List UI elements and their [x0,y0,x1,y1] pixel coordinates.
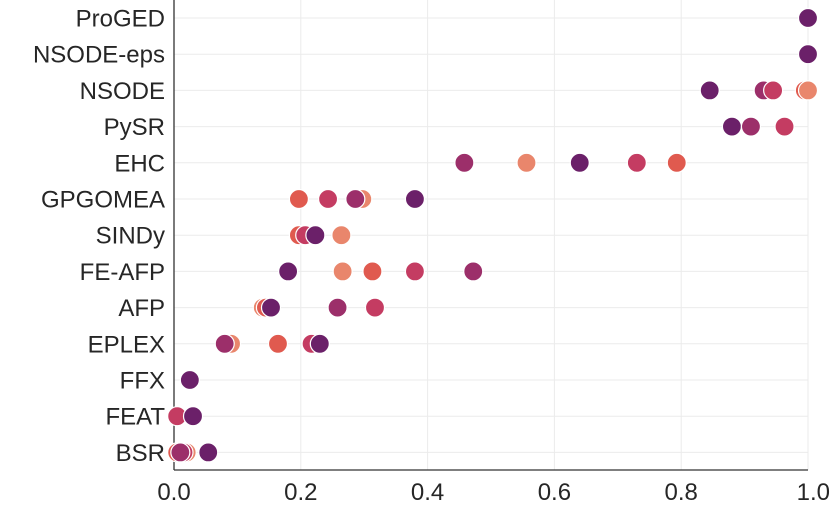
data-point [331,225,352,246]
data-point [626,152,647,173]
gridlines [173,0,809,470]
data-point [699,80,720,101]
y-tick-label: EPLEX [88,331,165,358]
data-point [267,333,289,354]
data-point [317,188,339,210]
data-point [569,152,590,173]
data-point [797,80,819,101]
data-point [288,188,309,210]
y-tick-label: PySR [104,114,165,141]
data-point [198,442,219,463]
data-point [364,297,386,318]
data-point [797,44,819,65]
data-point [404,188,426,210]
y-tick-label: BSR [116,440,165,467]
x-tick-label: 0.4 [411,479,444,506]
x-tick-label: 1.0 [797,479,830,506]
data-point [454,152,475,173]
data-point [260,297,282,318]
y-tick-label: NSODE [80,78,165,105]
x-tick-label: 0.8 [665,479,698,506]
data-point [721,116,743,137]
x-tick-label: 0.2 [284,479,317,506]
data-point [463,261,484,282]
data-point [305,225,326,246]
axes [173,0,808,471]
data-point [214,333,235,354]
y-tick-label: NSODE-eps [33,42,165,69]
y-tick-label: SINDy [96,223,165,250]
x-tick-labels: 0.0 0.2 0.4 0.6 0.8 1.0 [157,479,830,506]
y-tick-labels: ProGED NSODE-eps NSODE PySR EHC GPGOMEA SINDy F… [33,6,165,467]
data-point [774,116,795,137]
y-tick-label: EHC [114,150,165,177]
y-tick-label: FEAT [105,404,165,431]
data-point [797,7,819,29]
data-point [516,152,537,173]
data-point [666,152,687,173]
data-point [182,406,204,427]
data-point [278,261,299,282]
y-tick-label: ProGED [76,6,165,33]
y-tick-label: FFX [120,368,165,395]
data-point [740,116,762,137]
y-tick-label: AFP [118,295,165,322]
data-point [345,188,366,210]
data-points [167,7,819,463]
data-point [332,261,353,282]
data-point [404,261,426,282]
y-tick-label: GPGOMEA [41,187,165,214]
data-point [763,80,784,101]
y-tick-label: FE-AFP [80,259,165,286]
data-point [309,333,330,354]
data-point [170,442,191,463]
x-tick-label: 0.0 [157,479,190,506]
data-point [179,369,200,391]
data-point [327,297,348,318]
data-point [362,261,383,282]
x-tick-label: 0.6 [538,479,571,506]
